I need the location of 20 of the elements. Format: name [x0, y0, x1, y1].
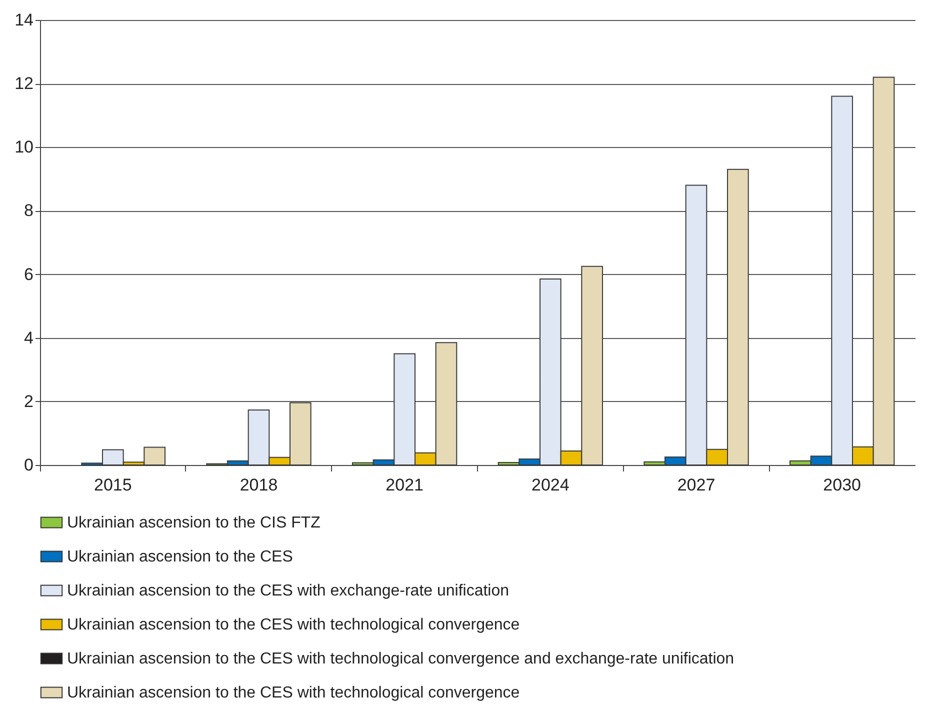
y-tick-label: 12	[14, 74, 34, 94]
legend-label: Ukrainian ascension to the CES	[67, 548, 293, 566]
x-tick-label: 2021	[386, 476, 424, 494]
x-tick-label: 2015	[94, 476, 132, 494]
legend-label: Ukrainian ascension to the CIS FTZ	[67, 514, 321, 532]
y-tick-label: 0	[24, 456, 34, 474]
legend-label: Ukrainian ascension to the CES with exchange-rate unification	[67, 582, 510, 600]
y-tick-label: 8	[24, 201, 34, 220]
x-tick-label: 2030	[823, 476, 861, 494]
y-tick-label: 2	[24, 392, 34, 411]
legend-label: Ukrainian ascension to the CES with technological convergence	[67, 684, 520, 702]
y-tick-label: 10	[14, 138, 34, 157]
y-tick-label: 6	[24, 264, 34, 284]
legend-label: Ukrainian ascension to the CES with technological convergence	[67, 616, 520, 634]
x-tick-label: 2018	[240, 476, 278, 494]
x-tick-label: 2024	[532, 476, 570, 494]
y-tick-label: 14	[14, 10, 34, 30]
x-tick-label: 2027	[677, 476, 716, 494]
y-tick-label: 4	[24, 328, 34, 348]
legend-label: Ukrainian ascension to the CES with technological convergence and exchange-rate unification	[67, 650, 734, 668]
